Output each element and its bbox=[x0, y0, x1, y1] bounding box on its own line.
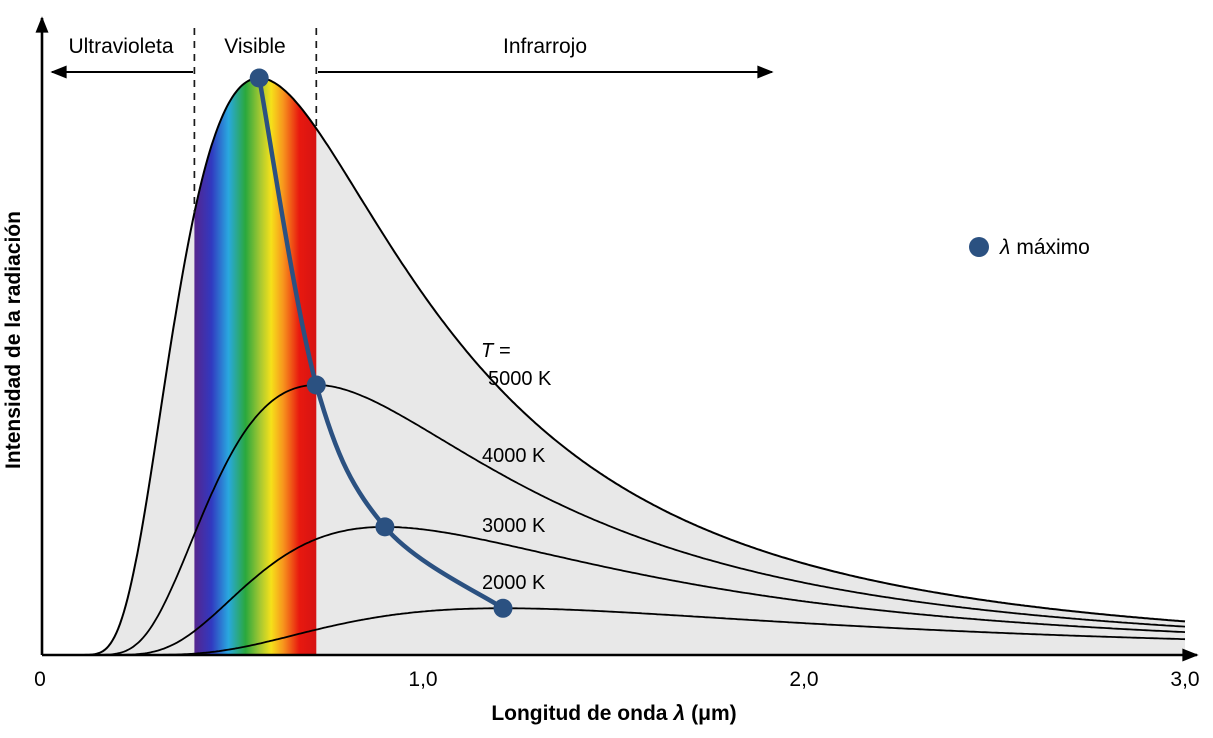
envelope-fill-area bbox=[61, 78, 1185, 655]
series-label-3000k: 3000 K bbox=[482, 515, 546, 537]
x-tick-2: 2,0 bbox=[789, 668, 818, 691]
legend-lambda-max-dot bbox=[969, 237, 989, 257]
curve-5000k bbox=[61, 76, 1186, 656]
peak-dot-5000k bbox=[249, 68, 269, 88]
x-axis-lambda-symbol: λ bbox=[672, 702, 685, 725]
x-tick-3: 3,0 bbox=[1170, 668, 1199, 691]
series-label-4000k: 4000 K bbox=[482, 445, 546, 467]
region-label-infrared: Infrarrojo bbox=[503, 35, 587, 58]
x-axis-title-prefix: Longitud de onda bbox=[491, 702, 667, 725]
peak-dot-4000k bbox=[306, 375, 326, 395]
region-label-visible: Visible bbox=[224, 35, 285, 58]
curve-3000k bbox=[61, 526, 1186, 656]
visible-spectrum-band bbox=[194, 78, 317, 655]
series-label-T-prefix: T = bbox=[481, 340, 510, 362]
y-axis-title: Intensidad de la radiación bbox=[2, 211, 25, 469]
series-label-2000k: 2000 K bbox=[482, 572, 546, 594]
legend-lambda-max-label: λ máximo bbox=[999, 236, 1090, 259]
visible-band-group bbox=[194, 78, 317, 655]
curve-2000k bbox=[61, 607, 1186, 656]
x-axis-title: Longitud de onda λ (μm) bbox=[491, 702, 736, 725]
x-tick-0: 0 bbox=[34, 668, 46, 691]
curve-4000k bbox=[61, 384, 1186, 656]
peak-dot-3000k bbox=[375, 517, 395, 537]
x-axis-title-suffix: (μm) bbox=[691, 702, 737, 725]
legend-lambda-symbol: λ bbox=[999, 236, 1010, 259]
series-label-5000k: 5000 K bbox=[488, 368, 552, 390]
wien-displacement-curve bbox=[256, 75, 506, 611]
region-label-ultraviolet: Ultravioleta bbox=[68, 35, 173, 58]
x-tick-1: 1,0 bbox=[408, 668, 437, 691]
legend-maximo-text: máximo bbox=[1016, 236, 1090, 259]
peak-dot-2000k bbox=[493, 598, 513, 618]
